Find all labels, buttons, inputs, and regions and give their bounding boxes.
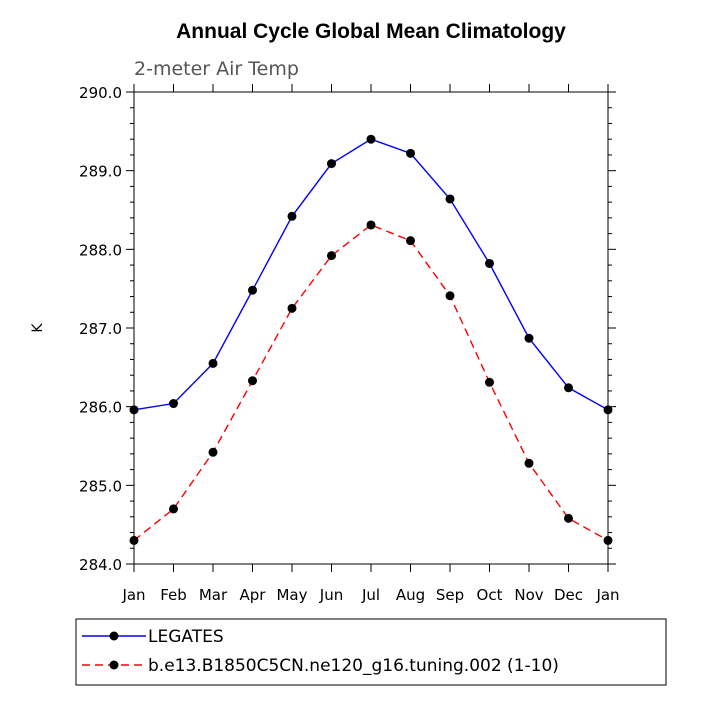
legend-swatch-marker xyxy=(109,660,119,670)
series-layer xyxy=(129,134,613,545)
x-tick-label: Oct xyxy=(477,586,503,604)
x-tick-label: Aug xyxy=(396,586,425,604)
chart-title: Annual Cycle Global Mean Climatology xyxy=(176,20,566,43)
data-point xyxy=(485,377,494,387)
data-point xyxy=(248,376,257,386)
legend-entry-label: b.e13.B1850C5CN.ne120_g16.tuning.002 (1-… xyxy=(148,656,559,676)
data-point xyxy=(445,194,455,204)
data-point xyxy=(327,159,336,169)
x-tick-label: May xyxy=(276,586,307,604)
data-point xyxy=(129,405,139,415)
x-tick-label: Nov xyxy=(514,586,543,604)
data-point xyxy=(564,513,573,523)
data-point xyxy=(366,220,376,230)
data-point xyxy=(208,447,218,457)
data-point xyxy=(524,458,534,468)
data-point xyxy=(603,405,613,415)
data-point xyxy=(406,236,415,246)
legend-box xyxy=(75,618,667,686)
x-tick-label: Feb xyxy=(160,586,187,604)
data-point xyxy=(169,504,178,514)
data-point xyxy=(129,535,139,545)
data-point xyxy=(248,285,257,295)
x-tick-label: Mar xyxy=(199,586,228,604)
data-point xyxy=(208,358,218,368)
x-tick-label: Dec xyxy=(554,586,583,604)
series-line xyxy=(133,224,609,542)
legend-swatch-marker xyxy=(109,631,119,641)
data-point xyxy=(406,148,415,158)
x-tick-label: Apr xyxy=(240,586,267,604)
y-tick-label: 290.0 xyxy=(79,84,122,102)
data-point xyxy=(366,134,376,144)
y-tick-label: 284.0 xyxy=(79,556,122,574)
data-point xyxy=(169,399,178,409)
legend-entry-label: LEGATES xyxy=(148,627,224,647)
x-tick-label: Sep xyxy=(436,586,464,604)
axes-group: 284.0 285.0 286.0 287.0 288.0 289.0 290.0 Jan Fe… xyxy=(79,84,620,604)
series-1 xyxy=(129,134,613,415)
data-point xyxy=(287,303,297,313)
data-point xyxy=(287,211,297,221)
data-point xyxy=(485,258,494,268)
x-tick-label: Jun xyxy=(319,586,343,604)
data-point xyxy=(603,535,613,545)
x-tick-label: Jul xyxy=(361,586,380,604)
plot-frame xyxy=(133,91,609,565)
data-point xyxy=(564,383,573,393)
data-point xyxy=(445,291,455,301)
x-tick-label: Jan xyxy=(595,586,619,604)
series-2 xyxy=(129,220,613,545)
data-point xyxy=(327,251,336,261)
x-tick-label: Jan xyxy=(121,586,145,604)
y-axis-label: K xyxy=(30,323,46,333)
series-line xyxy=(133,138,609,411)
y-tick-label: 285.0 xyxy=(79,477,122,495)
y-tick-label: 289.0 xyxy=(79,163,122,181)
legend: LEGATES b.e13.B1850C5CN.ne120_g16.tuning.… xyxy=(75,618,667,686)
y-tick-label: 288.0 xyxy=(79,241,122,259)
chart-subtitle: 2-meter Air Temp xyxy=(134,58,299,80)
y-tick-label: 287.0 xyxy=(79,320,122,338)
y-tick-label: 286.0 xyxy=(79,399,122,417)
data-point xyxy=(524,333,534,343)
